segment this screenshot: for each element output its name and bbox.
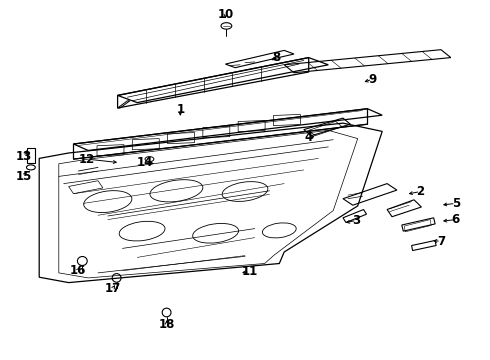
Text: 18: 18: [158, 318, 175, 331]
Text: 3: 3: [353, 214, 361, 227]
Text: 5: 5: [452, 197, 460, 210]
Text: 15: 15: [15, 170, 32, 183]
Text: 8: 8: [273, 51, 281, 64]
Text: 2: 2: [416, 185, 424, 198]
Text: 7: 7: [437, 235, 445, 248]
Text: 14: 14: [136, 156, 153, 169]
Text: 4: 4: [305, 131, 313, 144]
Text: 13: 13: [15, 150, 32, 163]
Text: 16: 16: [69, 264, 86, 277]
Text: 10: 10: [217, 8, 234, 21]
Text: 9: 9: [368, 73, 376, 86]
Text: 1: 1: [176, 103, 184, 116]
Text: 11: 11: [242, 265, 258, 278]
Text: 6: 6: [452, 213, 460, 226]
Text: 12: 12: [79, 153, 96, 166]
Text: 17: 17: [104, 282, 121, 295]
